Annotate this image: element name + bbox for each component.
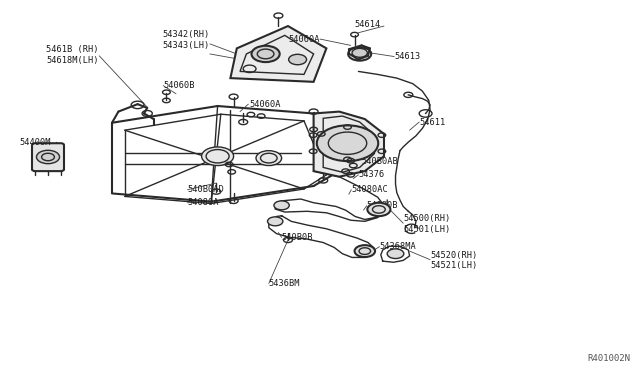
Circle shape [274, 201, 289, 210]
Circle shape [352, 48, 367, 57]
Text: R401002N: R401002N [588, 354, 630, 363]
Circle shape [36, 150, 60, 164]
Text: 54060A: 54060A [250, 100, 281, 109]
Circle shape [256, 151, 282, 166]
Text: 540B0AB: 540B0AB [362, 157, 398, 166]
Text: 54060A: 54060A [289, 35, 320, 44]
Text: 54521(LH): 54521(LH) [430, 262, 477, 270]
Text: 54343(LH): 54343(LH) [163, 41, 210, 50]
Circle shape [202, 147, 234, 166]
Text: 54376: 54376 [358, 170, 385, 179]
Polygon shape [230, 26, 326, 82]
Text: 54618M(LH): 54618M(LH) [46, 56, 99, 65]
Text: 54080B: 54080B [367, 201, 398, 210]
Text: 54342(RH): 54342(RH) [163, 30, 210, 39]
Text: 54060B: 54060B [163, 81, 195, 90]
FancyBboxPatch shape [32, 143, 64, 171]
Circle shape [252, 46, 280, 62]
Text: 54520(RH): 54520(RH) [430, 251, 477, 260]
Text: 54400M: 54400M [19, 138, 51, 147]
Text: 540B0B: 540B0B [282, 233, 313, 242]
Circle shape [367, 203, 390, 216]
Circle shape [387, 249, 404, 259]
Text: 54614: 54614 [354, 20, 380, 29]
Text: 54501(LH): 54501(LH) [403, 225, 451, 234]
Text: 54500(RH): 54500(RH) [403, 214, 451, 223]
Circle shape [268, 217, 283, 226]
Text: 54368MA: 54368MA [380, 242, 416, 251]
Text: 5461B (RH): 5461B (RH) [46, 45, 99, 54]
Circle shape [355, 245, 375, 257]
Circle shape [317, 125, 378, 161]
Text: 5436BM: 5436BM [269, 279, 300, 288]
Text: 54080A: 54080A [188, 198, 219, 207]
Text: 54080AC: 54080AC [351, 185, 388, 194]
Text: 540B0AD: 540B0AD [188, 185, 224, 194]
Polygon shape [314, 112, 384, 177]
Text: 54613: 54613 [394, 52, 420, 61]
Text: 54611: 54611 [419, 118, 445, 126]
Circle shape [289, 54, 307, 65]
